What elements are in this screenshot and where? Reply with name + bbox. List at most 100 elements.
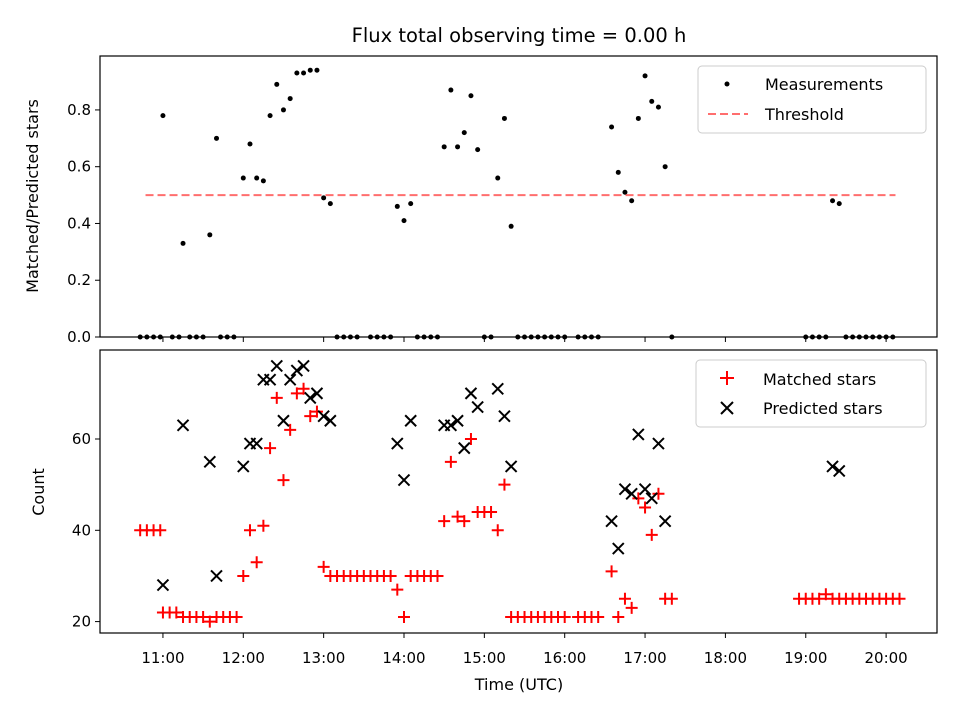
matched-star-point <box>592 611 605 624</box>
predicted-star-point <box>290 364 304 377</box>
measurement-point <box>180 240 186 246</box>
matched-star-point <box>438 515 451 528</box>
x-tick-label: 18:00 <box>704 649 747 667</box>
measurement-point <box>662 164 668 170</box>
top-y-tick-label: 0.2 <box>67 271 91 289</box>
measurement-point <box>441 144 447 150</box>
measurement-point <box>301 70 307 76</box>
measurement-point <box>307 67 313 73</box>
predicted-star-point <box>498 409 511 423</box>
matched-star-point <box>297 382 310 395</box>
predicted-star-point <box>317 409 330 423</box>
matched-star-point <box>290 387 303 400</box>
predicted-star-point <box>397 473 411 487</box>
x-tick-label: 12:00 <box>222 649 265 667</box>
x-tick-label: 16:00 <box>543 649 586 667</box>
matched-star-point <box>397 611 410 624</box>
matched-star-point <box>632 492 645 505</box>
measurement-point <box>475 147 481 153</box>
matched-star-point <box>304 410 317 423</box>
measurement-point <box>448 87 454 93</box>
matched-star-point <box>652 487 665 500</box>
predicted-star-point <box>283 373 297 386</box>
legend-matched-marker <box>720 371 734 385</box>
x-tick-label: 20:00 <box>864 649 907 667</box>
matched-star-point <box>264 442 277 455</box>
top-marks <box>137 67 896 340</box>
predicted-star-point <box>156 578 170 592</box>
matched-star-point <box>170 606 183 619</box>
measurement-point <box>622 189 628 195</box>
x-tick-label: 14:00 <box>382 649 425 667</box>
matched-star-point <box>639 501 652 514</box>
bottom-legend: Matched stars Predicted stars <box>695 359 927 428</box>
matched-star-point <box>154 524 167 537</box>
bottom-y-tick-label: 20 <box>72 613 91 631</box>
measurement-point <box>240 175 246 181</box>
matched-star-point <box>257 519 270 532</box>
matched-star-point <box>485 506 498 519</box>
predicted-star-point <box>471 400 484 414</box>
measurement-point <box>401 218 407 224</box>
matched-star-point <box>893 592 906 605</box>
matched-star-point <box>317 560 330 573</box>
matched-star-point <box>250 556 263 569</box>
measurement-point <box>280 107 286 113</box>
matched-star-point <box>618 592 631 605</box>
legend-measurements-label: Measurements <box>765 75 883 94</box>
legend-matched-label: Matched stars <box>763 370 876 389</box>
matched-star-point <box>431 569 444 582</box>
matched-star-point <box>243 524 256 537</box>
matched-star-point <box>498 478 511 491</box>
top-legend-box <box>697 65 927 134</box>
predicted-star-point <box>176 419 190 432</box>
measurement-point <box>327 201 333 207</box>
predicted-star-point <box>625 487 638 500</box>
measurement-point <box>836 201 842 207</box>
x-tick-label: 17:00 <box>623 649 666 667</box>
matched-star-point <box>270 391 283 404</box>
matched-star-point <box>813 592 826 605</box>
predicted-star-point <box>833 464 846 478</box>
measurement-point <box>247 141 253 147</box>
predicted-star-point <box>652 437 665 450</box>
top-plot-frame <box>99 55 938 338</box>
measurement-point <box>615 169 621 175</box>
measurement-point <box>207 232 213 238</box>
matched-star-point <box>284 423 297 436</box>
matched-star-point <box>384 569 397 582</box>
predicted-star-point <box>404 414 417 427</box>
predicted-star-point <box>612 542 625 555</box>
matched-star-point <box>277 474 290 487</box>
predicted-star-point <box>645 492 658 505</box>
predicted-star-point <box>491 382 504 396</box>
top-legend: Measurements Threshold <box>697 65 927 134</box>
matched-star-point <box>558 611 571 624</box>
legend-predicted-marker <box>720 401 734 415</box>
predicted-star-point <box>263 373 277 386</box>
matched-star-point <box>197 611 210 624</box>
matched-star-point <box>605 565 618 578</box>
bottom-plot-frame <box>99 349 938 634</box>
measurement-point <box>495 175 501 181</box>
predicted-star-point <box>277 414 290 427</box>
predicted-star-point <box>324 414 337 427</box>
measurement-point <box>408 201 414 207</box>
predicted-star-point <box>638 483 652 496</box>
measurement-point <box>468 93 474 99</box>
measurement-point <box>394 203 400 209</box>
measurement-point <box>160 113 166 119</box>
bottom-y-tick-label: 60 <box>72 430 91 448</box>
bottom-y-tick-label: 40 <box>72 521 91 539</box>
measurement-point <box>830 198 836 204</box>
measurement-point <box>609 124 615 130</box>
predicted-star-point <box>304 391 317 405</box>
top-panel: Matched/Predicted stars 0.00.20.40.60.8 … <box>23 55 938 346</box>
bottom-panel: Count Time (UTC) 11:00 12:00 13:00 14:00 15:… <box>29 349 938 694</box>
matched-star-point <box>645 528 658 541</box>
predicted-star-point <box>270 359 283 373</box>
top-y-tick-label: 0.6 <box>67 158 91 176</box>
measurement-point <box>287 96 293 102</box>
matched-star-point <box>203 615 216 628</box>
legend-threshold-label: Threshold <box>764 105 844 124</box>
